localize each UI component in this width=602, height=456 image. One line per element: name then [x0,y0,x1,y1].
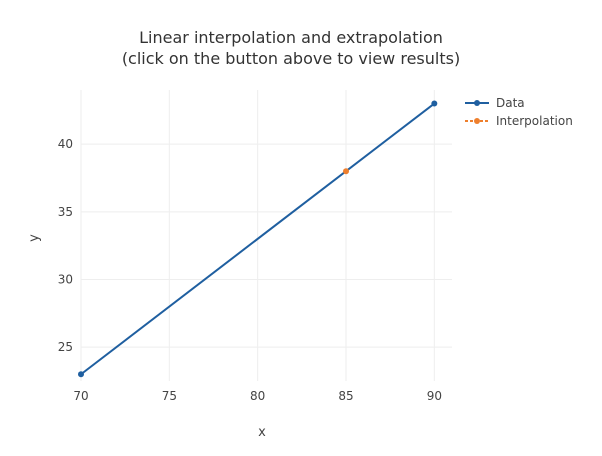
series-data [78,100,438,378]
y-tick-label: 25 [58,340,73,354]
legend-item-interpolation[interactable]: Interpolation [465,114,573,128]
x-tick-label: 70 [73,389,88,403]
legend-label-data: Data [496,96,525,110]
legend: Data Interpolation [465,96,573,128]
y-axis-label: y [27,234,42,242]
x-axis-ticks: 70 75 80 85 90 [73,389,442,403]
data-point-interpolation[interactable] [343,168,349,175]
data-point-data[interactable] [78,371,84,378]
series-layer [78,100,438,378]
legend-label-interpolation: Interpolation [496,114,573,128]
y-tick-label: 35 [58,205,73,219]
x-tick-label: 85 [338,389,353,403]
y-tick-label: 40 [58,137,73,151]
x-axis-label: x [258,425,266,440]
chart-title-line-1: Linear interpolation and extrapolation [139,28,443,47]
x-tick-label: 90 [427,389,442,403]
data-point-data[interactable] [431,100,438,107]
x-tick-label: 80 [250,389,265,403]
series-interpolation [343,168,349,175]
series-line-data [80,102,435,376]
grid [80,90,452,381]
legend-item-data[interactable]: Data [465,96,525,110]
y-axis-ticks: 25 30 35 40 [58,137,73,354]
x-tick-label: 75 [162,389,177,403]
y-tick-label: 30 [58,272,73,286]
chart-title-line-2: (click on the button above to view resul… [122,49,460,68]
